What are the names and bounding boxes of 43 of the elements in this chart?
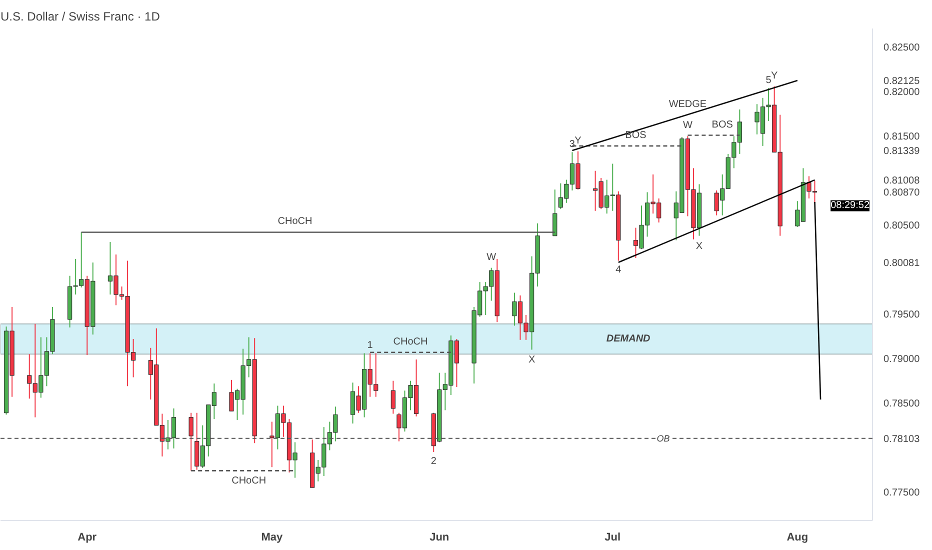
- y-tick-label: 0.80081: [884, 258, 920, 269]
- annotation: WEDGE: [668, 98, 707, 110]
- candlestick: [552, 189, 558, 236]
- candlestick: [188, 412, 194, 472]
- annotation: 5: [766, 75, 772, 86]
- ref-line-label: OB: [656, 433, 670, 444]
- y-tick-label: 0.77500: [884, 488, 920, 499]
- y-tick-label: 0.81008: [884, 175, 920, 186]
- x-tick-label: Jun: [430, 532, 450, 544]
- annotation: CHoCH: [393, 336, 428, 348]
- annotation: 4: [616, 264, 622, 276]
- annotation: 1: [367, 340, 374, 352]
- candlestick: [390, 380, 396, 414]
- y-tick-label: 0.82500: [884, 42, 920, 54]
- y-tick-label: 0.82000: [884, 87, 920, 98]
- x-tick-label: May: [261, 532, 284, 544]
- y-tick-label: 0.82125: [884, 76, 920, 88]
- annotation: CHoCH: [232, 476, 266, 487]
- annotation: W: [682, 120, 693, 132]
- y-tick-label: 0.81339: [884, 146, 920, 157]
- y-tick-label: 0.78500: [884, 398, 920, 410]
- annotation: CHoCH: [278, 216, 312, 228]
- annotation: BOS: [625, 130, 647, 141]
- x-tick-label: Aug: [786, 532, 808, 544]
- annotation: BOS: [712, 119, 734, 130]
- annotation: X: [696, 240, 703, 252]
- y-tick-label: 0.79000: [884, 354, 920, 366]
- x-tick-label: Apr: [78, 532, 98, 544]
- y-tick-label: 0.81500: [884, 132, 920, 143]
- chart-title: U.S. Dollar / Swiss Franc · 1D: [0, 10, 160, 24]
- annotation: W: [486, 252, 497, 263]
- y-tick-label: 0.80870: [884, 188, 920, 199]
- y-tick-label: 0.80500: [884, 220, 920, 232]
- annotation: 08:29:52: [830, 200, 870, 212]
- annotation: Y: [770, 70, 778, 82]
- x-tick-label: Jul: [604, 532, 621, 544]
- annotation: Y: [574, 135, 582, 146]
- annotation: X: [528, 354, 536, 366]
- y-tick-label: 0.78103: [884, 434, 920, 445]
- y-tick-label: 0.79500: [884, 310, 920, 321]
- annotation: 2: [430, 456, 437, 467]
- annotation: 3: [569, 139, 576, 150]
- band-label: DEMAND: [606, 334, 650, 345]
